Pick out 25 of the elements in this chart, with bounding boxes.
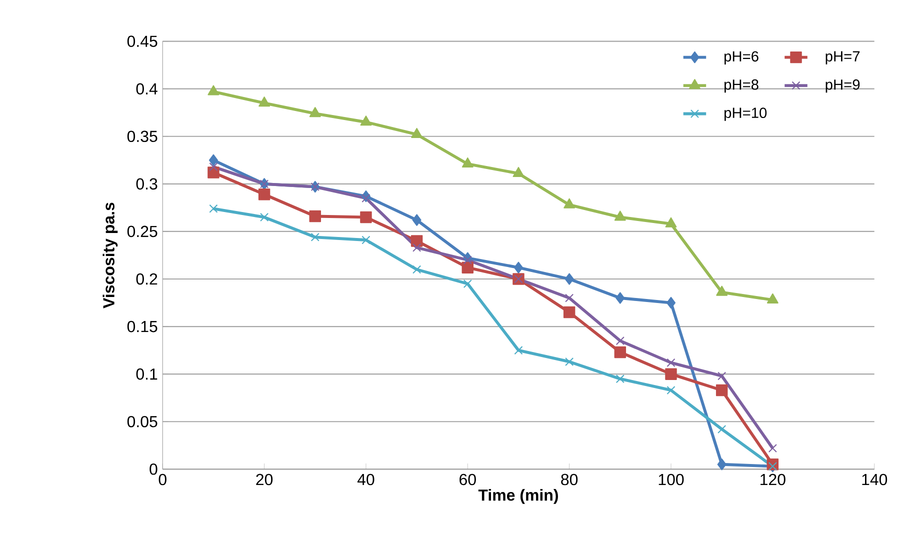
x-tick-label: 120 xyxy=(760,474,786,486)
legend-label: pH=6 xyxy=(724,51,758,64)
legend-label: pH=9 xyxy=(826,79,860,93)
legend-label: pH=7 xyxy=(826,51,860,64)
x-tick-label: 0 xyxy=(158,474,166,486)
y-tick-label: 0.2 xyxy=(136,273,158,285)
x-axis-title: Time (min) xyxy=(478,488,558,504)
y-tick-label: 0.3 xyxy=(136,178,158,190)
x-tick-label: 40 xyxy=(357,474,374,486)
legend-label: pH=8 xyxy=(724,79,758,93)
x-tick-label: 60 xyxy=(460,474,476,486)
y-axis-title: Viscosity pa.s xyxy=(102,202,118,308)
legend-label: pH=10 xyxy=(724,108,767,121)
y-tick-label: 0.4 xyxy=(136,83,158,94)
x-tick-label: 20 xyxy=(256,474,273,486)
y-tick-label: 0.45 xyxy=(127,36,158,47)
x-tick-label: 140 xyxy=(862,474,888,486)
y-tick-label: 0 xyxy=(150,463,158,475)
x-tick-label: 80 xyxy=(561,474,578,486)
x-tick-label: 100 xyxy=(658,474,684,486)
y-tick-label: 0.15 xyxy=(127,320,158,332)
y-tick-label: 0.05 xyxy=(127,416,158,428)
y-tick-label: 0.35 xyxy=(127,130,158,142)
y-tick-label: 0.1 xyxy=(136,368,158,380)
y-tick-label: 0.25 xyxy=(127,226,158,238)
